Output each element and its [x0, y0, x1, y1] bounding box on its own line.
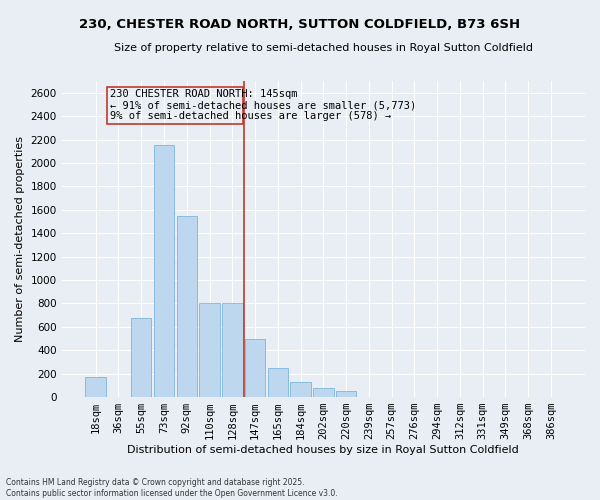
Bar: [199, 304, 220, 397]
Bar: [85, 376, 106, 397]
Bar: [290, 382, 311, 397]
Bar: [154, 146, 174, 397]
Text: ← 91% of semi-detached houses are smaller (5,773): ← 91% of semi-detached houses are smalle…: [110, 100, 417, 110]
Y-axis label: Number of semi-detached properties: Number of semi-detached properties: [15, 136, 25, 342]
Text: 9% of semi-detached houses are larger (578) →: 9% of semi-detached houses are larger (5…: [110, 112, 392, 122]
Bar: [268, 368, 288, 397]
X-axis label: Distribution of semi-detached houses by size in Royal Sutton Coldfield: Distribution of semi-detached houses by …: [127, 445, 519, 455]
Bar: [176, 216, 197, 397]
Bar: [131, 318, 151, 397]
Text: Contains HM Land Registry data © Crown copyright and database right 2025.
Contai: Contains HM Land Registry data © Crown c…: [6, 478, 338, 498]
Bar: [336, 391, 356, 397]
Bar: [245, 338, 265, 397]
Text: 230, CHESTER ROAD NORTH, SUTTON COLDFIELD, B73 6SH: 230, CHESTER ROAD NORTH, SUTTON COLDFIEL…: [79, 18, 521, 30]
Title: Size of property relative to semi-detached houses in Royal Sutton Coldfield: Size of property relative to semi-detach…: [114, 42, 533, 52]
Bar: [313, 388, 334, 397]
Bar: [222, 304, 242, 397]
Bar: [107, 87, 243, 124]
Text: 230 CHESTER ROAD NORTH: 145sqm: 230 CHESTER ROAD NORTH: 145sqm: [110, 88, 298, 99]
